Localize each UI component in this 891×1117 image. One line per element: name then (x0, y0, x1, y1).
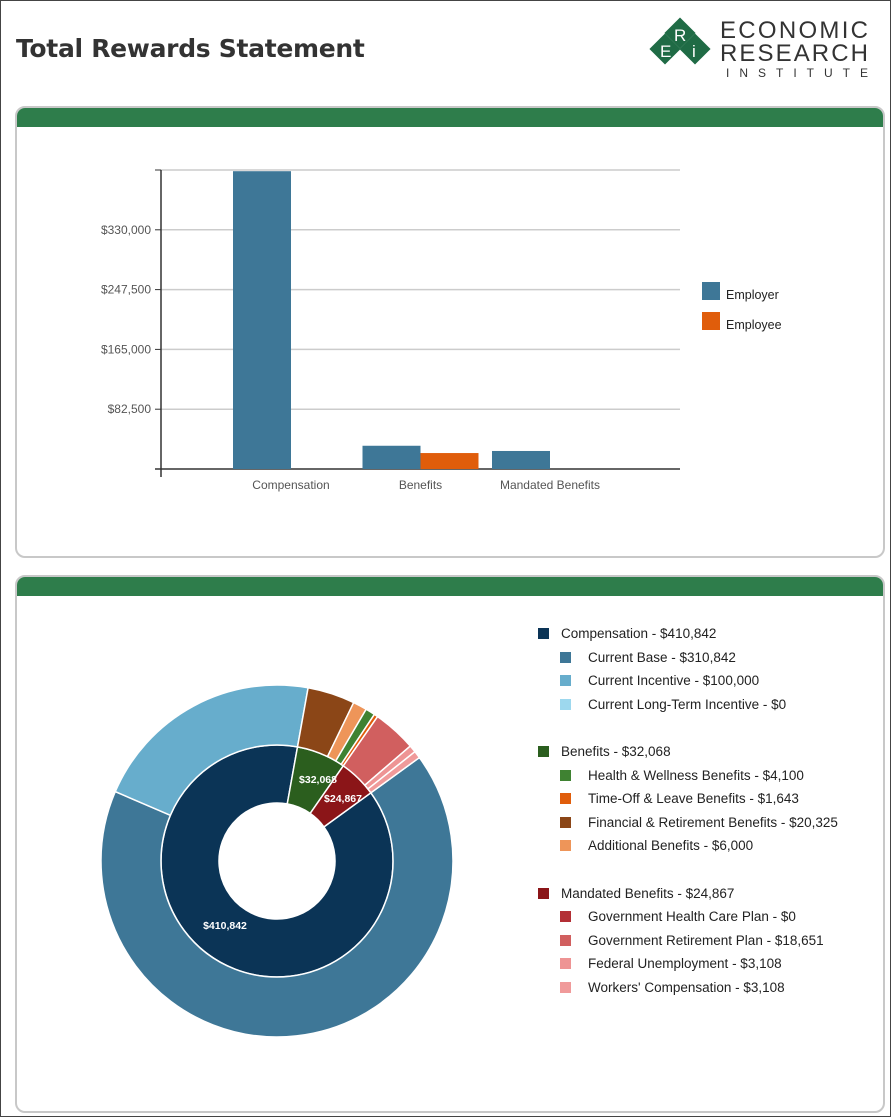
legend-swatch (702, 282, 720, 300)
legend-label: Time-Off & Leave Benefits - $1,643 (588, 791, 799, 806)
outer-slice (366, 750, 421, 794)
legend-swatch (538, 746, 549, 757)
legend-swatch (560, 675, 571, 686)
legend-item: Financial & Retirement Benefits - $20,32… (560, 815, 838, 830)
outer-slice (100, 756, 454, 1038)
y-tick-label: $82,500 (108, 402, 152, 416)
bar-employer (233, 171, 291, 470)
legend-swatch (560, 840, 571, 851)
legend-swatch (560, 816, 571, 828)
logo-letter-i: i (692, 42, 696, 61)
legend-swatch (560, 911, 571, 922)
sunburst-chart: $410,842 $32,068 $24,867 (100, 684, 454, 1038)
legend-swatch (702, 312, 720, 330)
legend-swatch (538, 628, 549, 639)
card-header-bar (17, 577, 883, 596)
legend-swatch (560, 793, 571, 804)
legend-label: Health & Wellness Benefits - $4,100 (588, 767, 804, 783)
legend-item: Government Retirement Plan - $18,651 (560, 933, 824, 948)
x-tick-label: Compensation (252, 478, 329, 492)
legend-label: Workers' Compensation - $3,108 (588, 979, 785, 995)
legend-item: Current Long-Term Incentive - $0 (560, 697, 786, 712)
y-tick-label: $165,000 (101, 342, 151, 356)
legend-item: Time-Off & Leave Benefits - $1,643 (560, 791, 799, 806)
legend-item: Workers' Compensation - $3,108 (560, 980, 785, 995)
legend-label: Current Incentive - $100,000 (588, 673, 760, 688)
legend-item: Government Health Care Plan - $0 (560, 909, 796, 924)
legend-swatch (560, 958, 571, 969)
bar-employer (362, 445, 421, 469)
legend-label: Current Base - $310,842 (588, 649, 736, 665)
legend-swatch (560, 698, 571, 710)
legend-item: Federal Unemployment - $3,108 (560, 956, 782, 971)
slice-label: $24,867 (324, 793, 362, 805)
legend-item: Additional Benefits - $6,000 (560, 838, 753, 853)
legend-label: Current Long-Term Incentive - $0 (588, 696, 787, 712)
bar-chart: $82,500 $165,000 $247,500 $330,000 Compensat… (101, 169, 782, 492)
y-tick-label: $247,500 (101, 283, 151, 297)
logo-letter-r: R (674, 26, 686, 45)
legend-swatch (560, 981, 571, 993)
y-tick-label: $330,000 (101, 223, 151, 237)
legend-group: Benefits - $32,068 (538, 744, 671, 759)
legend-label: Employer (726, 288, 779, 302)
legend-swatch (538, 887, 549, 899)
x-tick-label: Benefits (399, 478, 442, 492)
legend-swatch (560, 934, 571, 946)
legend-label: Additional Benefits - $6,000 (588, 838, 754, 853)
card-header-bar (17, 108, 883, 127)
legend-label: Government Retirement Plan - $18,651 (588, 932, 824, 948)
bar-employer (492, 450, 550, 469)
legend-label: Government Health Care Plan - $0 (588, 909, 796, 924)
legend-label: Federal Unemployment - $3,108 (588, 956, 782, 971)
legend-label: Mandated Benefits - $24,867 (561, 885, 735, 901)
bar-chart-card (15, 106, 885, 558)
legend-item: Health & Wellness Benefits - $4,100 (560, 768, 804, 783)
legend-swatch (560, 651, 571, 663)
legend-label: Financial & Retirement Benefits - $20,32… (588, 814, 838, 830)
legend-swatch (560, 769, 571, 781)
logo-line1: ECONOMIC (720, 17, 868, 44)
bar-employee (420, 453, 479, 469)
legend-item: Current Incentive - $100,000 (560, 673, 759, 688)
legend-label: Benefits - $32,068 (561, 744, 671, 759)
legend-group: Compensation - $410,842 (538, 626, 716, 641)
legend-label: Compensation - $410,842 (561, 626, 717, 641)
slice-label: $32,068 (299, 774, 337, 786)
legend-label: Employee (726, 318, 782, 332)
logo-letter-e: E (660, 42, 671, 61)
x-tick-label: Mandated Benefits (500, 478, 600, 492)
legend-group: Mandated Benefits - $24,867 (538, 886, 734, 901)
eri-logo: E R i ECONOMIC RESEARCH INSTITUTE (649, 17, 868, 80)
slice-label: $410,842 (203, 920, 247, 932)
page-title: Total Rewards Statement (16, 34, 365, 63)
legend-item: Current Base - $310,842 (560, 650, 736, 665)
logo-line2: RESEARCH (720, 40, 868, 67)
